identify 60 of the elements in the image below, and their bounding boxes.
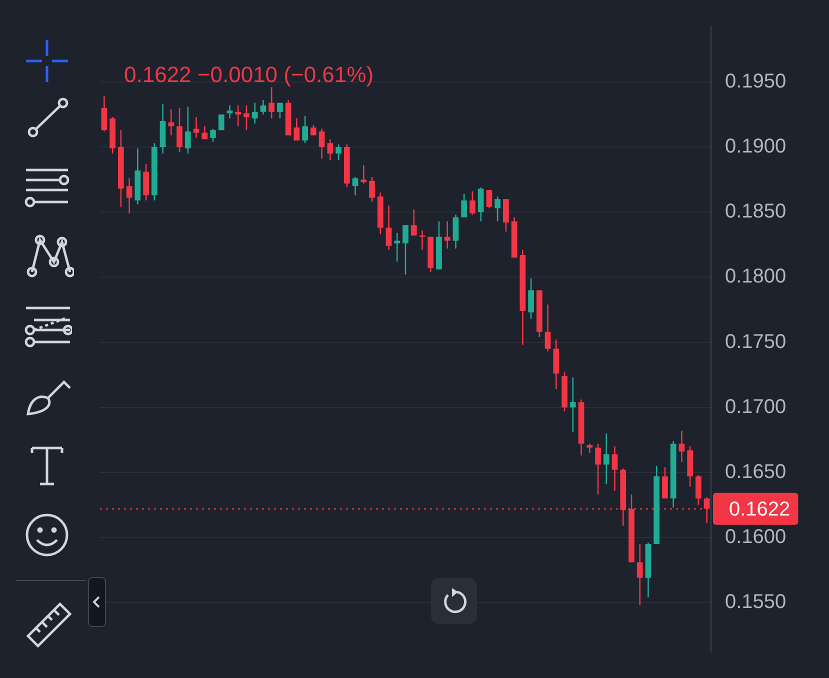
candlestick — [302, 115, 308, 144]
candlestick — [503, 198, 509, 232]
candlestick — [210, 128, 216, 142]
candlestick — [636, 543, 643, 606]
candlestick — [168, 108, 174, 136]
candlestick — [394, 232, 400, 262]
y-tick-label: 0.1950 — [725, 70, 786, 92]
candlestick — [235, 104, 242, 127]
candlestick — [386, 204, 392, 250]
candlestick — [470, 190, 476, 216]
annotation: 0.1622 −0.0010 (−0.61%) — [124, 62, 374, 87]
y-tick-label: 0.1850 — [725, 200, 786, 223]
candlestick — [336, 144, 342, 161]
candlestick — [226, 104, 233, 120]
candlestick — [369, 176, 375, 202]
candlestick — [595, 443, 601, 496]
candlestick — [662, 466, 668, 500]
candlestick — [402, 224, 408, 276]
candlestick — [126, 178, 132, 214]
candlestick — [586, 443, 593, 454]
candlestick — [360, 164, 367, 184]
candlestick — [252, 102, 258, 124]
candlestick — [318, 128, 325, 160]
candlestick — [452, 214, 459, 250]
candlestick — [202, 126, 208, 140]
candlestick — [612, 446, 618, 492]
candlestick — [603, 432, 610, 485]
candlestick — [486, 189, 492, 209]
y-tick-label: 0.1750 — [725, 330, 786, 353]
y-tick-label: 0.1600 — [725, 526, 786, 548]
y-tick-label: 0.1650 — [725, 460, 786, 483]
candlestick — [277, 102, 283, 120]
candlestick — [310, 124, 316, 136]
candlestick — [184, 106, 191, 154]
y-tick-label: 0.1550 — [725, 591, 786, 614]
candlestick — [494, 196, 500, 222]
candlestick — [101, 96, 108, 132]
candlestick — [419, 230, 426, 250]
candlestick — [218, 114, 224, 131]
candlestick — [176, 107, 182, 153]
candlestick — [410, 208, 417, 236]
candlestick — [528, 278, 534, 320]
candlestick — [478, 186, 484, 222]
candlestick — [461, 193, 468, 218]
candlestick — [444, 220, 450, 250]
candlestick — [352, 176, 358, 196]
candlestick — [143, 163, 149, 202]
candlestick — [260, 100, 266, 116]
candlestick — [696, 474, 702, 506]
candlestick — [244, 104, 250, 131]
ref-line-label: 0.1622 — [729, 498, 790, 520]
candlestick — [268, 86, 275, 120]
candlestick — [570, 376, 576, 433]
candlestick — [544, 304, 551, 352]
y-tick-label: 0.1700 — [725, 396, 786, 418]
y-tick-label: 0.1800 — [725, 266, 786, 288]
candlestick — [294, 118, 300, 142]
candlestick — [678, 430, 685, 463]
y-tick-label: 0.1900 — [725, 136, 786, 158]
candlestick — [327, 138, 334, 161]
